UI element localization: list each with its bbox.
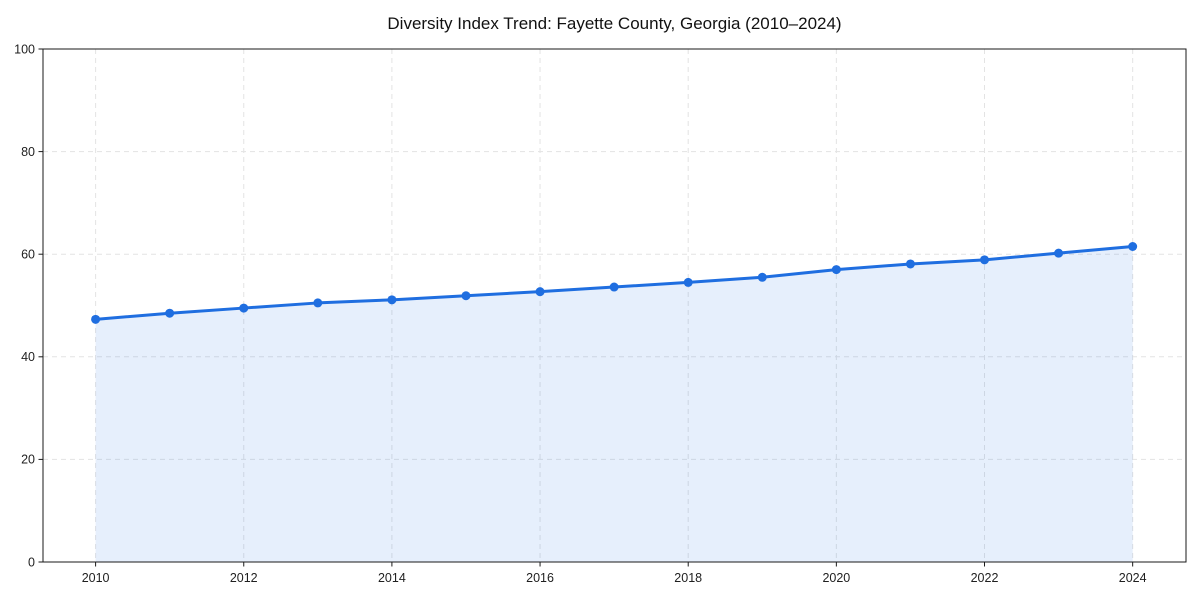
- data-point-marker: [387, 295, 397, 305]
- y-tick-label: 0: [28, 555, 35, 569]
- x-tick-label: 2012: [230, 571, 258, 585]
- data-point-marker: [535, 287, 545, 297]
- data-point-marker: [905, 259, 915, 269]
- data-point-marker: [1054, 248, 1064, 258]
- data-point-marker: [239, 303, 249, 313]
- y-tick-label: 40: [21, 350, 35, 364]
- y-tick-label: 60: [21, 248, 35, 262]
- trend-line-layer: [91, 242, 1138, 324]
- area-fill: [95, 246, 1133, 562]
- data-point-marker: [313, 298, 323, 308]
- x-tick-label: 2020: [822, 571, 850, 585]
- x-tick-label: 2014: [378, 571, 406, 585]
- data-point-marker: [831, 265, 841, 275]
- x-tick-label: 2022: [971, 571, 999, 585]
- x-tick-label: 2016: [526, 571, 554, 585]
- area-fill-layer: [95, 246, 1133, 562]
- y-tick-label: 20: [21, 453, 35, 467]
- x-tick-label: 2018: [674, 571, 702, 585]
- data-point-marker: [609, 282, 619, 292]
- data-point-marker: [980, 255, 990, 265]
- y-tick-label: 80: [21, 145, 35, 159]
- data-point-marker: [461, 291, 471, 301]
- x-tick-label: 2010: [82, 571, 110, 585]
- chart-title: Diversity Index Trend: Fayette County, G…: [387, 14, 841, 33]
- y-tick-label: 100: [14, 42, 35, 56]
- data-point-marker: [683, 277, 693, 287]
- data-point-marker: [757, 272, 767, 282]
- gridline-layer: [43, 49, 1186, 562]
- plot-border: [42, 48, 1187, 563]
- axes-layer: 2010 2012 2014 2016 2018 2020 2022 2024 0 20 40 60 8…: [14, 42, 1187, 585]
- data-point-marker: [165, 308, 175, 318]
- data-point-marker: [91, 314, 101, 324]
- x-tick-label: 2024: [1119, 571, 1147, 585]
- data-point-marker: [1128, 242, 1138, 252]
